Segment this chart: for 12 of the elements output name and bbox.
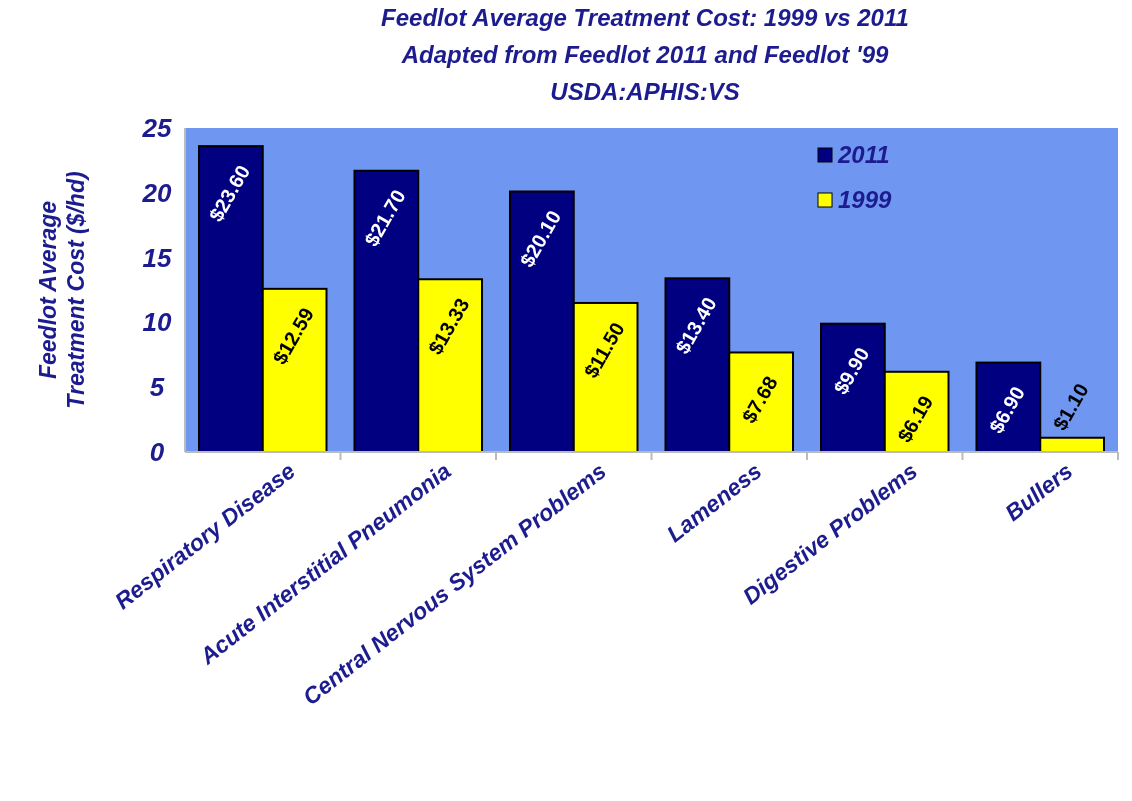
- chart-subtitle: Adapted from Feedlot 2011 and Feedlot '99: [400, 41, 889, 68]
- y-tick-label: 25: [141, 113, 172, 143]
- y-tick-label: 0: [149, 437, 165, 467]
- legend-label: 2011: [837, 141, 890, 168]
- legend-label: 1999: [838, 186, 893, 213]
- y-axis-title: Feedlot Average Treatment Cost ($/hd): [35, 171, 89, 409]
- chart-title: Feedlot Average Treatment Cost: 1999 vs 2011: [381, 4, 909, 31]
- y-tick-label: 20: [141, 177, 172, 208]
- text: USDA:APHIS:VS: [550, 78, 740, 105]
- y-tick-label: 15: [142, 242, 172, 273]
- y-tick-label: 10: [142, 307, 172, 338]
- y-tick-label: 5: [149, 372, 165, 403]
